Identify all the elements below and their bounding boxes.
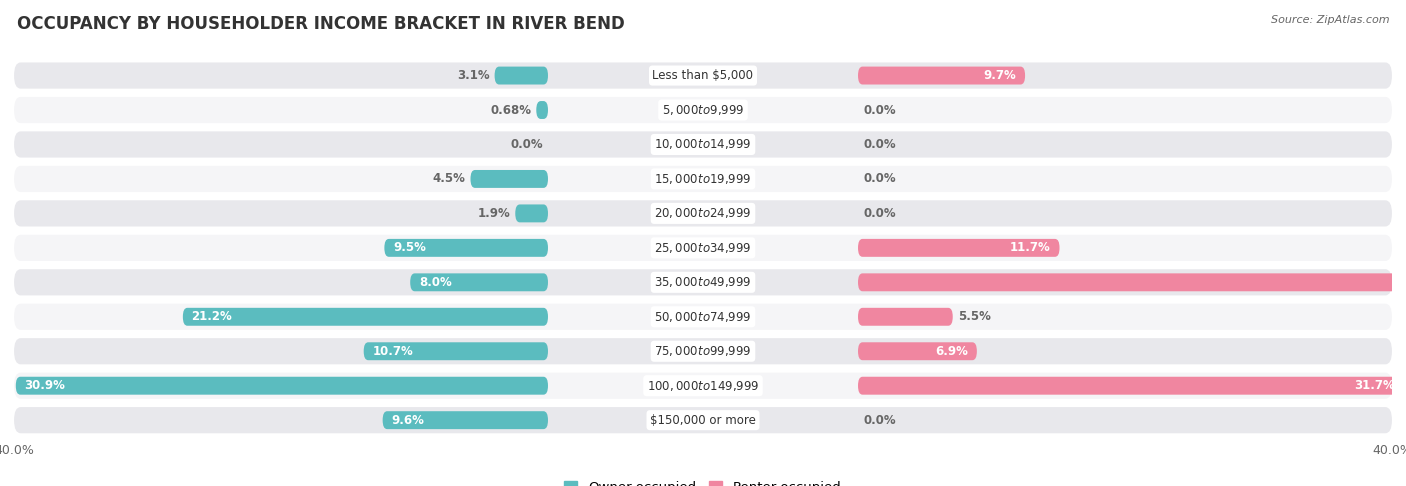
Text: Source: ZipAtlas.com: Source: ZipAtlas.com	[1271, 15, 1389, 25]
Text: 0.0%: 0.0%	[863, 414, 896, 427]
FancyBboxPatch shape	[858, 239, 1060, 257]
FancyBboxPatch shape	[858, 342, 977, 360]
Text: $20,000 to $24,999: $20,000 to $24,999	[654, 207, 752, 220]
FancyBboxPatch shape	[515, 205, 548, 223]
FancyBboxPatch shape	[858, 377, 1405, 395]
FancyBboxPatch shape	[14, 407, 1392, 433]
Text: 9.7%: 9.7%	[984, 69, 1017, 82]
Text: Less than $5,000: Less than $5,000	[652, 69, 754, 82]
FancyBboxPatch shape	[14, 373, 1392, 399]
Text: $10,000 to $14,999: $10,000 to $14,999	[654, 138, 752, 152]
FancyBboxPatch shape	[14, 166, 1392, 192]
FancyBboxPatch shape	[384, 239, 548, 257]
Text: 9.5%: 9.5%	[392, 242, 426, 254]
Text: 0.0%: 0.0%	[510, 138, 543, 151]
Text: $35,000 to $49,999: $35,000 to $49,999	[654, 276, 752, 289]
Text: OCCUPANCY BY HOUSEHOLDER INCOME BRACKET IN RIVER BEND: OCCUPANCY BY HOUSEHOLDER INCOME BRACKET …	[17, 15, 624, 33]
Text: 10.7%: 10.7%	[373, 345, 413, 358]
Text: 0.0%: 0.0%	[863, 138, 896, 151]
Text: 34.5%: 34.5%	[1403, 276, 1406, 289]
FancyBboxPatch shape	[411, 273, 548, 291]
FancyBboxPatch shape	[14, 131, 1392, 157]
FancyBboxPatch shape	[14, 338, 1392, 364]
Text: $15,000 to $19,999: $15,000 to $19,999	[654, 172, 752, 186]
Text: 11.7%: 11.7%	[1010, 242, 1050, 254]
Text: 0.0%: 0.0%	[863, 173, 896, 186]
Text: 6.9%: 6.9%	[935, 345, 969, 358]
Legend: Owner-occupied, Renter-occupied: Owner-occupied, Renter-occupied	[560, 475, 846, 486]
Text: $75,000 to $99,999: $75,000 to $99,999	[654, 344, 752, 358]
FancyBboxPatch shape	[536, 101, 548, 119]
FancyBboxPatch shape	[14, 97, 1392, 123]
FancyBboxPatch shape	[14, 304, 1392, 330]
Text: 21.2%: 21.2%	[191, 310, 232, 323]
FancyBboxPatch shape	[471, 170, 548, 188]
Text: $5,000 to $9,999: $5,000 to $9,999	[662, 103, 744, 117]
FancyBboxPatch shape	[858, 273, 1406, 291]
FancyBboxPatch shape	[14, 63, 1392, 88]
Text: 0.0%: 0.0%	[863, 207, 896, 220]
Text: 9.6%: 9.6%	[391, 414, 425, 427]
FancyBboxPatch shape	[858, 67, 1025, 85]
Text: 8.0%: 8.0%	[419, 276, 451, 289]
Text: 1.9%: 1.9%	[478, 207, 510, 220]
Text: $100,000 to $149,999: $100,000 to $149,999	[647, 379, 759, 393]
FancyBboxPatch shape	[14, 200, 1392, 226]
FancyBboxPatch shape	[14, 269, 1392, 295]
FancyBboxPatch shape	[495, 67, 548, 85]
FancyBboxPatch shape	[14, 235, 1392, 261]
FancyBboxPatch shape	[15, 377, 548, 395]
FancyBboxPatch shape	[382, 411, 548, 429]
Text: 31.7%: 31.7%	[1354, 379, 1395, 392]
Text: 0.0%: 0.0%	[863, 104, 896, 117]
FancyBboxPatch shape	[183, 308, 548, 326]
FancyBboxPatch shape	[364, 342, 548, 360]
FancyBboxPatch shape	[858, 308, 953, 326]
Text: 4.5%: 4.5%	[433, 173, 465, 186]
Text: 3.1%: 3.1%	[457, 69, 489, 82]
Text: 5.5%: 5.5%	[957, 310, 991, 323]
Text: $25,000 to $34,999: $25,000 to $34,999	[654, 241, 752, 255]
Text: $50,000 to $74,999: $50,000 to $74,999	[654, 310, 752, 324]
Text: 0.68%: 0.68%	[491, 104, 531, 117]
Text: $150,000 or more: $150,000 or more	[650, 414, 756, 427]
Text: 30.9%: 30.9%	[24, 379, 65, 392]
